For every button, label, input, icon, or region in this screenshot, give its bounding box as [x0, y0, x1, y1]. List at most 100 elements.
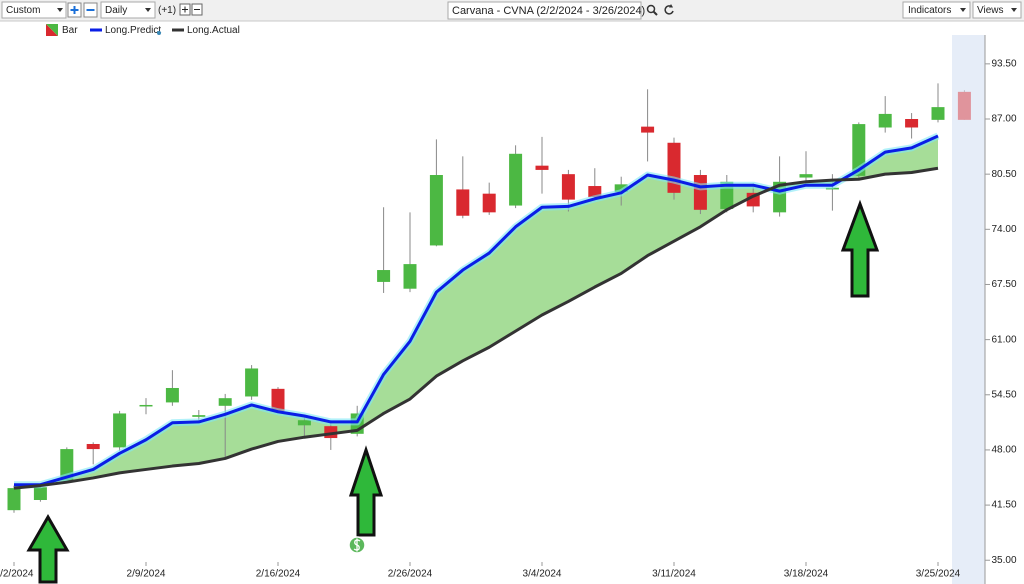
candle: [931, 83, 945, 123]
candle-body: [377, 270, 391, 282]
candle: [905, 113, 919, 139]
candle-body: [192, 415, 206, 417]
x-tick-label: 2/26/2024: [388, 569, 433, 580]
forecast-zone: [952, 35, 985, 584]
y-tick-label: 87.00: [991, 114, 1016, 125]
y-tick-label: 41.50: [991, 500, 1016, 511]
candle-body: [245, 368, 259, 397]
plot: [7, 83, 971, 513]
candle: [403, 212, 417, 293]
series-line: [13, 166, 939, 490]
legend-label: Bar: [62, 25, 78, 36]
spread-area: [14, 135, 938, 489]
candle-body: [799, 174, 813, 178]
x-tick-label: 3/11/2024: [652, 569, 696, 580]
indicators-label: Indicators: [908, 5, 951, 16]
candle: [218, 393, 232, 459]
y-tick-label: 61.00: [991, 334, 1016, 345]
legend-label: Long.Actual: [187, 25, 240, 36]
y-tick-label: 54.50: [991, 389, 1016, 400]
signal-arrow: [348, 445, 384, 537]
x-tick-label: 2/2/2024: [0, 569, 34, 580]
signal-arrow: [26, 513, 70, 584]
candle-body: [139, 404, 153, 407]
dropdown-arrow: [1011, 8, 1017, 12]
candle: [245, 365, 259, 400]
refresh-arrow: [669, 4, 673, 8]
search-icon[interactable]: [646, 4, 658, 16]
x-tick-label: 2/9/2024: [127, 569, 166, 580]
y-tick-label: 35.00: [991, 555, 1016, 566]
dropdown-arrow: [960, 8, 966, 12]
candle: [667, 137, 681, 200]
candle: [139, 398, 153, 415]
candle-body: [86, 443, 100, 450]
range-label: Custom: [6, 5, 40, 16]
series-line: [14, 134, 939, 487]
candle-body: [931, 107, 945, 120]
x-tick-label: 3/4/2024: [523, 569, 562, 580]
candle-body: [693, 175, 707, 210]
candle-body: [535, 165, 549, 170]
dropdown-arrow: [145, 8, 151, 12]
candle-body: [271, 388, 285, 411]
candle: [641, 89, 655, 162]
plus-icon: [182, 6, 188, 13]
y-tick-label: 74.00: [991, 224, 1016, 235]
candle-body: [561, 174, 575, 200]
candle-body: [852, 124, 866, 176]
plus-icon: [70, 6, 79, 14]
candle-body: [113, 413, 127, 448]
symbol-box[interactable]: [447, 1, 642, 20]
candle: [429, 139, 443, 247]
x-tick-label: 2/16/2024: [256, 569, 301, 580]
candle: [535, 136, 549, 194]
candle: [7, 485, 21, 513]
candle: [588, 168, 602, 201]
candle-body: [456, 189, 470, 216]
range-dropdown[interactable]: [1, 1, 67, 19]
y-tick-label: 80.50: [991, 169, 1016, 180]
candle-body: [429, 175, 443, 246]
candle: [113, 410, 127, 451]
candle-body: [641, 126, 655, 133]
x-tick-label: 3/18/2024: [784, 569, 829, 580]
candle: [693, 169, 707, 215]
y-tick-label: 48.00: [991, 445, 1016, 456]
interval-dropdown[interactable]: [100, 1, 156, 19]
candle: [377, 207, 391, 293]
candle-body: [33, 487, 47, 500]
legend-dot: [157, 31, 161, 35]
dividend-icon: [348, 536, 366, 554]
candle-body: [218, 398, 232, 406]
indicators-dropdown[interactable]: [902, 1, 971, 19]
views-label: Views: [977, 5, 1004, 16]
legend-label: Long.Predict: [105, 25, 161, 36]
candle: [482, 182, 496, 215]
candle-body: [957, 91, 971, 120]
legend-bar-icon-up: [46, 24, 58, 36]
interval-label: Daily: [105, 5, 127, 16]
y-tick-label: 67.50: [991, 279, 1016, 290]
candle: [86, 442, 100, 465]
candle-body: [324, 426, 338, 439]
candle: [878, 96, 892, 133]
candle-body: [509, 153, 523, 206]
candle: [957, 90, 971, 120]
candle-body: [588, 186, 602, 198]
x-tick-label: 3/25/2024: [916, 569, 961, 580]
candle-body: [614, 184, 628, 192]
views-dropdown[interactable]: [972, 1, 1022, 19]
candle: [799, 151, 813, 181]
chart-title: Carvana - CVNA (2/2/2024 - 3/26/2024): [452, 5, 645, 17]
signal-arrow: [840, 199, 880, 298]
dropdown-arrow: [57, 8, 63, 12]
offset-label: (+1): [158, 5, 176, 16]
candle-body: [482, 193, 496, 213]
candle-body: [905, 119, 919, 128]
candle-body: [667, 142, 681, 193]
candle: [456, 156, 470, 219]
candle-body: [7, 488, 21, 511]
candle-body: [403, 264, 417, 289]
